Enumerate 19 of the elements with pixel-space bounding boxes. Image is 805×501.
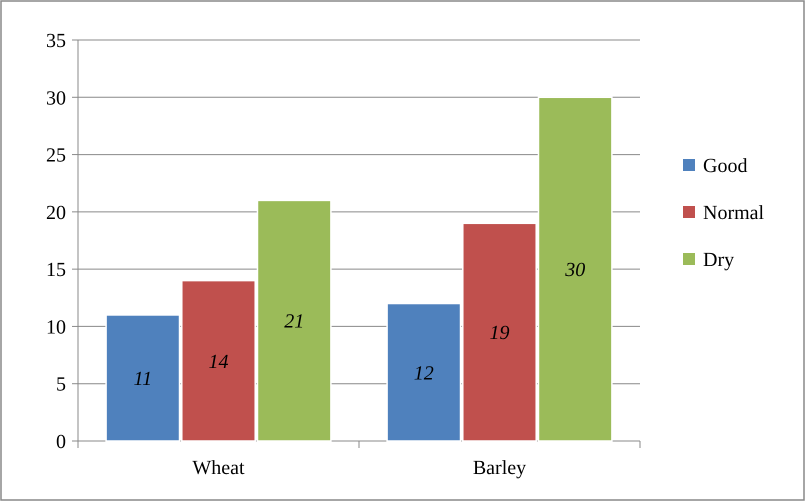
y-tick-label: 10 xyxy=(46,316,66,338)
data-label: 14 xyxy=(208,350,228,373)
y-tick-label: 0 xyxy=(56,431,66,453)
data-label: 21 xyxy=(284,310,304,333)
legend-label: Good xyxy=(703,155,748,177)
y-tick-label: 20 xyxy=(46,202,66,224)
x-tick-label: Wheat xyxy=(192,457,246,479)
data-label: 12 xyxy=(414,362,434,384)
y-tick-label: 30 xyxy=(46,87,66,110)
legend-label: Dry xyxy=(703,249,734,271)
data-label: 30 xyxy=(564,259,586,282)
x-tick-label: Barley xyxy=(472,457,526,479)
data-label: 19 xyxy=(490,322,510,344)
y-tick-label: 5 xyxy=(56,374,66,396)
y-tick-label: 35 xyxy=(46,30,66,52)
data-label: 11 xyxy=(134,368,152,390)
legend-label: Normal xyxy=(703,202,765,224)
y-tick-label: 15 xyxy=(46,259,66,282)
y-tick-label: 25 xyxy=(46,144,66,167)
